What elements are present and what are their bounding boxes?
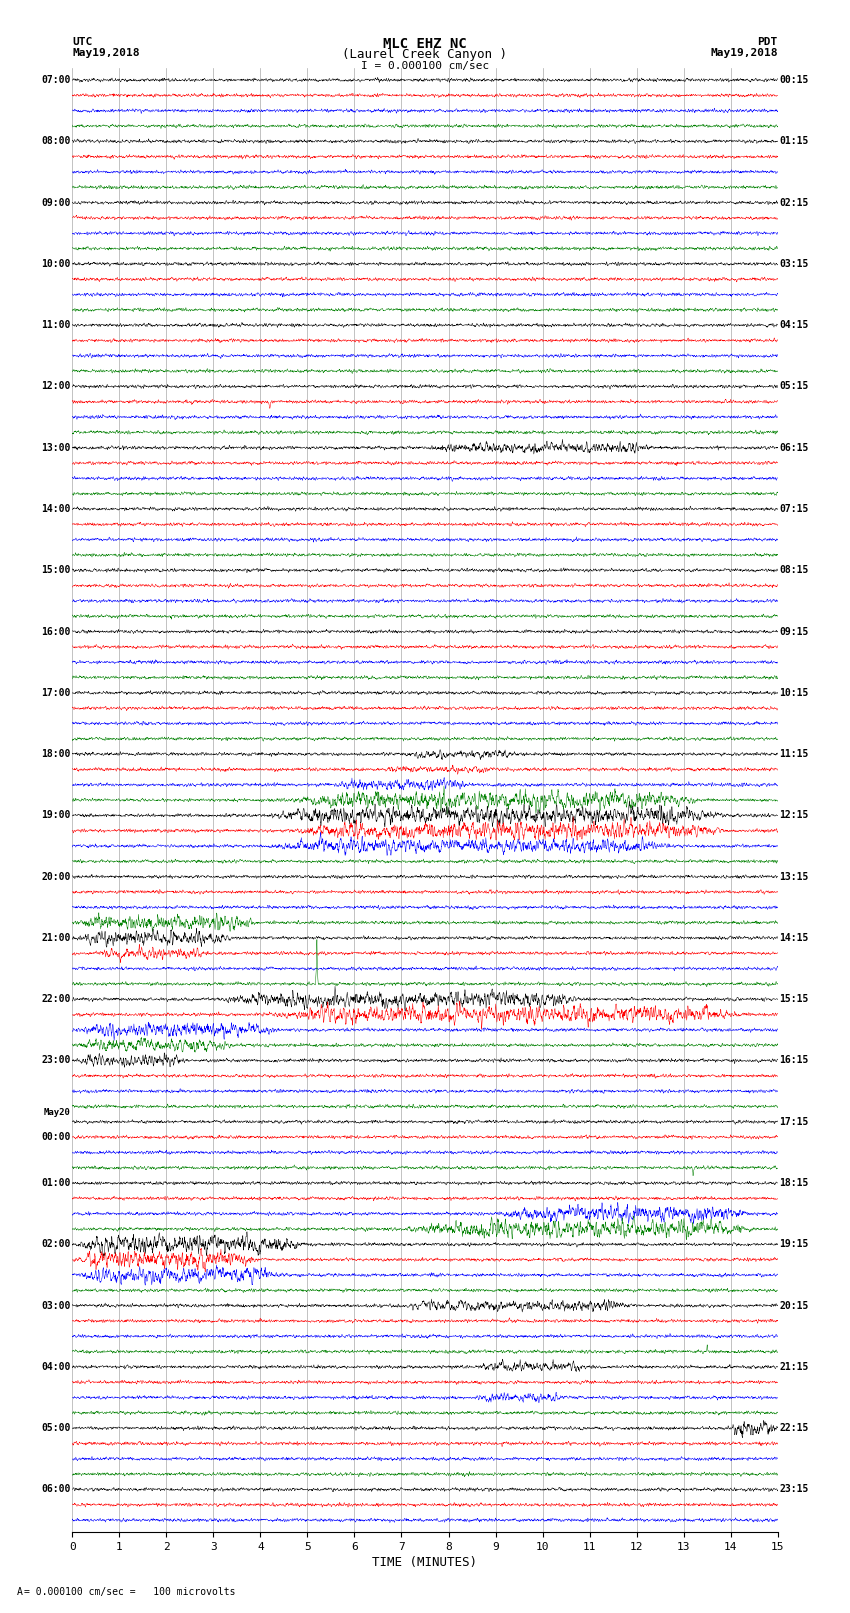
Text: 15:15: 15:15 xyxy=(779,994,808,1005)
Text: 04:00: 04:00 xyxy=(42,1361,71,1373)
Text: 06:15: 06:15 xyxy=(779,442,808,453)
Text: 05:15: 05:15 xyxy=(779,381,808,392)
Text: 16:15: 16:15 xyxy=(779,1055,808,1066)
Text: 11:00: 11:00 xyxy=(42,319,71,331)
Text: = 0.000100 cm/sec =   100 microvolts: = 0.000100 cm/sec = 100 microvolts xyxy=(24,1587,235,1597)
Text: 23:00: 23:00 xyxy=(42,1055,71,1066)
Text: 22:15: 22:15 xyxy=(779,1423,808,1434)
Text: 18:00: 18:00 xyxy=(42,748,71,760)
Text: 18:15: 18:15 xyxy=(779,1177,808,1189)
Text: 04:15: 04:15 xyxy=(779,319,808,331)
Text: 03:00: 03:00 xyxy=(42,1300,71,1311)
Text: 17:00: 17:00 xyxy=(42,687,71,698)
Text: 14:15: 14:15 xyxy=(779,932,808,944)
Text: 07:15: 07:15 xyxy=(779,503,808,515)
Text: 08:00: 08:00 xyxy=(42,135,71,147)
Text: 17:15: 17:15 xyxy=(779,1116,808,1127)
Text: I = 0.000100 cm/sec: I = 0.000100 cm/sec xyxy=(361,61,489,71)
Text: 08:15: 08:15 xyxy=(779,565,808,576)
Text: May20: May20 xyxy=(44,1108,71,1118)
Text: 11:15: 11:15 xyxy=(779,748,808,760)
Text: 21:15: 21:15 xyxy=(779,1361,808,1373)
Text: 23:15: 23:15 xyxy=(779,1484,808,1495)
Text: 06:00: 06:00 xyxy=(42,1484,71,1495)
Text: 13:00: 13:00 xyxy=(42,442,71,453)
Text: 12:00: 12:00 xyxy=(42,381,71,392)
Text: 20:00: 20:00 xyxy=(42,871,71,882)
Text: 03:15: 03:15 xyxy=(779,258,808,269)
Text: 19:15: 19:15 xyxy=(779,1239,808,1250)
Text: 19:00: 19:00 xyxy=(42,810,71,821)
Text: 21:00: 21:00 xyxy=(42,932,71,944)
Text: 15:00: 15:00 xyxy=(42,565,71,576)
Text: 13:15: 13:15 xyxy=(779,871,808,882)
Text: May19,2018: May19,2018 xyxy=(711,48,778,58)
Text: 07:00: 07:00 xyxy=(42,74,71,85)
Text: A: A xyxy=(17,1587,23,1597)
Text: UTC: UTC xyxy=(72,37,93,47)
Text: 01:15: 01:15 xyxy=(779,135,808,147)
Text: 02:15: 02:15 xyxy=(779,197,808,208)
Text: 00:00: 00:00 xyxy=(42,1132,71,1142)
Text: 02:00: 02:00 xyxy=(42,1239,71,1250)
Text: 09:15: 09:15 xyxy=(779,626,808,637)
X-axis label: TIME (MINUTES): TIME (MINUTES) xyxy=(372,1557,478,1569)
Text: 00:15: 00:15 xyxy=(779,74,808,85)
Text: May19,2018: May19,2018 xyxy=(72,48,139,58)
Text: 09:00: 09:00 xyxy=(42,197,71,208)
Text: 05:00: 05:00 xyxy=(42,1423,71,1434)
Text: MLC EHZ NC: MLC EHZ NC xyxy=(383,37,467,52)
Text: PDT: PDT xyxy=(757,37,778,47)
Text: (Laurel Creek Canyon ): (Laurel Creek Canyon ) xyxy=(343,48,507,61)
Text: 10:15: 10:15 xyxy=(779,687,808,698)
Text: 12:15: 12:15 xyxy=(779,810,808,821)
Text: 10:00: 10:00 xyxy=(42,258,71,269)
Text: 20:15: 20:15 xyxy=(779,1300,808,1311)
Text: 16:00: 16:00 xyxy=(42,626,71,637)
Text: 01:00: 01:00 xyxy=(42,1177,71,1189)
Text: 22:00: 22:00 xyxy=(42,994,71,1005)
Text: 14:00: 14:00 xyxy=(42,503,71,515)
